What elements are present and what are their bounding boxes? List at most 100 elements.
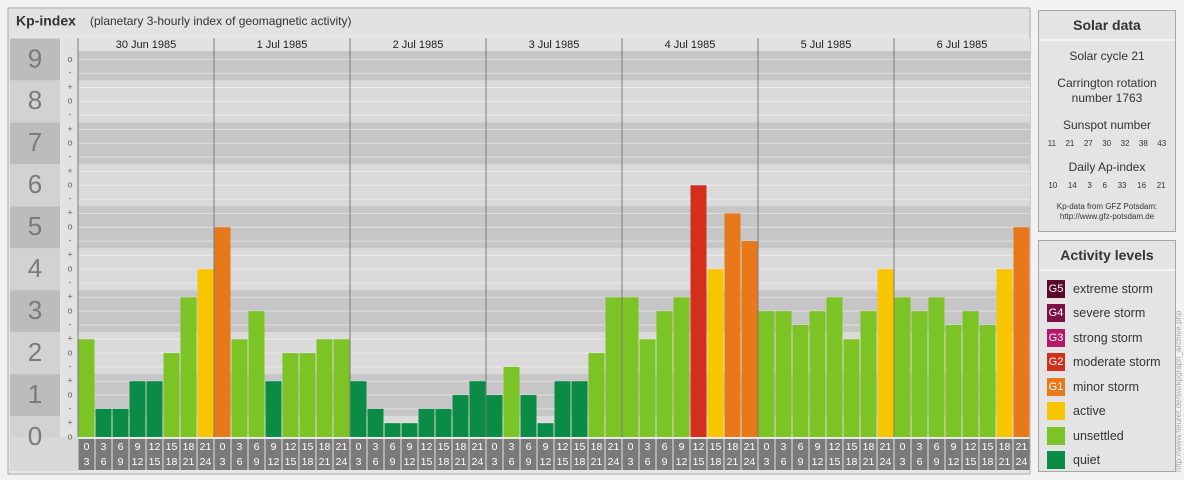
interval-start: 6 xyxy=(798,441,804,453)
sunspot-title: Sunspot number xyxy=(1062,118,1152,132)
interval-end: 21 xyxy=(999,456,1011,468)
y-tick-label: 6 xyxy=(28,169,42,199)
minor-tick-label: + xyxy=(67,82,72,92)
interval-start: 12 xyxy=(829,441,841,453)
minor-tick-label: + xyxy=(67,166,72,176)
interval-start: 12 xyxy=(421,441,433,453)
level-item: G4 severe storm xyxy=(1047,304,1175,322)
interval-box xyxy=(146,439,163,470)
interval-start: 0 xyxy=(220,441,226,453)
date-label: 3 Jul 1985 xyxy=(529,39,580,51)
bar xyxy=(945,324,962,437)
interval-start: 21 xyxy=(336,441,348,453)
interval-end: 24 xyxy=(472,456,484,468)
interval-end: 18 xyxy=(982,456,994,468)
level-name: strong storm xyxy=(1073,330,1143,345)
interval-box xyxy=(112,439,129,470)
interval-box xyxy=(503,439,520,470)
sunspot-number: 30 xyxy=(1102,139,1112,148)
interval-end: 9 xyxy=(118,456,124,468)
interval-box xyxy=(350,439,367,470)
interval-box xyxy=(129,439,146,470)
bar xyxy=(588,353,605,437)
label-band xyxy=(10,332,60,375)
interval-box xyxy=(588,439,605,470)
corner xyxy=(10,437,78,471)
interval-end: 3 xyxy=(356,456,362,468)
bar xyxy=(894,297,911,437)
interval-start: 3 xyxy=(917,441,923,453)
interval-end: 12 xyxy=(812,456,824,468)
interval-end: 12 xyxy=(948,456,960,468)
interval-end: 6 xyxy=(101,456,107,468)
bar xyxy=(724,213,741,437)
bar xyxy=(928,297,945,437)
bar xyxy=(129,381,146,437)
bar xyxy=(826,297,843,437)
sunspot-number: 43 xyxy=(1157,139,1167,148)
date-label: 5 Jul 1985 xyxy=(801,39,852,51)
bar xyxy=(1013,227,1030,437)
interval-start: 15 xyxy=(166,441,178,453)
bar xyxy=(605,297,622,437)
bar xyxy=(248,311,265,437)
interval-start: 6 xyxy=(118,441,124,453)
interval-start: 21 xyxy=(744,441,756,453)
interval-box xyxy=(843,439,860,470)
ap-value: 16 xyxy=(1137,181,1147,190)
interval-end: 18 xyxy=(846,456,858,468)
interval-box xyxy=(724,439,741,470)
sunspot-number: 21 xyxy=(1065,139,1075,148)
level-name: moderate storm xyxy=(1073,355,1161,369)
interval-start: 0 xyxy=(492,441,498,453)
interval-start: 0 xyxy=(356,441,362,453)
interval-start: 18 xyxy=(727,441,739,453)
label-band xyxy=(10,416,60,437)
bar xyxy=(214,227,231,437)
bar xyxy=(996,269,1013,437)
minor-tick-label: + xyxy=(67,334,72,344)
interval-start: 3 xyxy=(101,441,107,453)
bar xyxy=(860,311,877,437)
interval-box xyxy=(758,439,775,470)
bar xyxy=(197,269,214,437)
level-name: extreme storm xyxy=(1073,281,1153,296)
minor-tick-label: + xyxy=(67,418,72,428)
band xyxy=(78,80,1030,123)
interval-end: 12 xyxy=(132,456,144,468)
bar xyxy=(673,297,690,437)
level-item: quiet xyxy=(1047,451,1175,469)
label-band xyxy=(10,248,60,291)
minor-tick-label: - xyxy=(69,110,72,120)
interval-box xyxy=(401,439,418,470)
interval-box xyxy=(741,439,758,470)
interval-start: 0 xyxy=(628,441,634,453)
interval-end: 24 xyxy=(880,456,892,468)
ap-value: 33 xyxy=(1117,181,1127,190)
bar xyxy=(435,408,452,437)
interval-start: 18 xyxy=(999,441,1011,453)
interval-box xyxy=(792,439,809,470)
minor-tick-label: + xyxy=(67,208,72,218)
interval-box xyxy=(537,439,554,470)
minor-tick-label: o xyxy=(67,138,72,148)
minor-tick-label: o xyxy=(67,222,72,232)
minor-tick-label: + xyxy=(67,376,72,386)
interval-end: 18 xyxy=(438,456,450,468)
solar-data-panel: Solar data Solar cycle 21 Carrington rot… xyxy=(1038,10,1176,232)
interval-box xyxy=(962,439,979,470)
interval-box xyxy=(571,439,588,470)
interval-start: 12 xyxy=(693,441,705,453)
bar xyxy=(622,297,639,437)
interval-end: 6 xyxy=(781,456,787,468)
bar xyxy=(333,339,350,437)
bar xyxy=(554,381,571,437)
minor-tick-label: - xyxy=(69,403,72,413)
interval-box xyxy=(384,439,401,470)
y-tick-label: 9 xyxy=(28,43,42,73)
minor-tick-label: o xyxy=(67,96,72,106)
bar xyxy=(639,339,656,437)
bar xyxy=(571,381,588,437)
bar xyxy=(367,408,384,437)
